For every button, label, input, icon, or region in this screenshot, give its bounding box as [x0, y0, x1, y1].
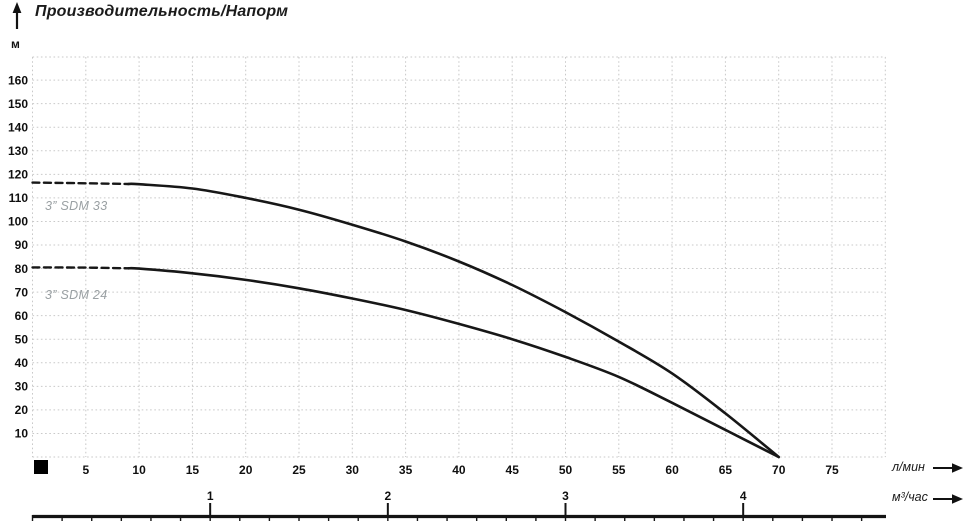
x2-tick-labels: 1 2 3 4 [207, 489, 747, 503]
y-tick-label: 100 [8, 215, 28, 229]
origin-marker [34, 460, 48, 474]
x2-tick-label: 2 [384, 489, 391, 503]
x2-tick-label: 3 [562, 489, 569, 503]
y-tick-label: 120 [8, 168, 28, 182]
y-axis-up-arrow-icon [12, 2, 22, 29]
y-tick-label: 10 [15, 427, 29, 441]
curve-solid-segment [127, 266, 780, 459]
y-tick-label: 80 [15, 262, 29, 276]
y-tick-label: 50 [15, 332, 29, 346]
x-tick-label: 50 [559, 463, 573, 477]
x-tick-label: 20 [239, 463, 253, 477]
curve-dashed-segment [31, 266, 130, 270]
y-tick-label: 30 [15, 380, 29, 394]
x-axis-unit-label: л/мин [892, 460, 925, 474]
x-tick-label: 60 [665, 463, 679, 477]
x-tick-label: 65 [719, 463, 733, 477]
x-tick-label: 5 [82, 463, 89, 477]
x2-axis-right-arrow-icon [933, 494, 963, 504]
x-tick-labels: 5 10 15 20 25 30 35 40 45 50 55 60 65 70 75 [82, 463, 839, 477]
y-tick-label: 90 [15, 238, 29, 252]
x-tick-label: 55 [612, 463, 626, 477]
x-tick-label: 35 [399, 463, 413, 477]
y-tick-label: 130 [8, 144, 28, 158]
x-axis-right-arrow-icon [933, 463, 963, 473]
x-tick-label: 10 [132, 463, 146, 477]
y-tick-label: 70 [15, 285, 29, 299]
x-tick-label: 45 [506, 463, 520, 477]
curve-sdm24 [31, 266, 780, 459]
y-tick-label: 110 [9, 191, 29, 205]
curve-solid-segment [127, 182, 780, 459]
x-tick-label: 30 [346, 463, 360, 477]
x2-axis-unit-label: м³/час [892, 490, 928, 504]
y-tick-label: 160 [8, 73, 28, 87]
y-tick-label: 40 [15, 356, 29, 370]
x2-ruler [31, 503, 886, 521]
grid [32, 56, 886, 458]
y-tick-label: 150 [8, 97, 28, 111]
y-tick-label: 20 [15, 403, 29, 417]
x-tick-label: 75 [825, 463, 839, 477]
curve-label-sdm33: 3” SDM 33 [45, 199, 108, 213]
curve-sdm33 [31, 181, 780, 459]
y-axis-unit-label: м [11, 37, 20, 51]
x2-tick-label: 1 [207, 489, 214, 503]
x-tick-label: 15 [186, 463, 200, 477]
chart-title: Производительность/Напорм [35, 3, 289, 20]
y-tick-label: 140 [8, 120, 28, 134]
curve-label-sdm24: 3” SDM 24 [45, 288, 108, 302]
curve-dashed-segment [31, 181, 130, 186]
x-tick-label: 70 [772, 463, 786, 477]
y-tick-labels: 10 20 30 40 50 60 70 80 90 100 110 120 130 140 150 160 [8, 73, 28, 440]
y-tick-label: 60 [15, 309, 29, 323]
x-tick-label: 40 [452, 463, 466, 477]
x-tick-label: 25 [292, 463, 306, 477]
x2-tick-label: 4 [740, 489, 747, 503]
